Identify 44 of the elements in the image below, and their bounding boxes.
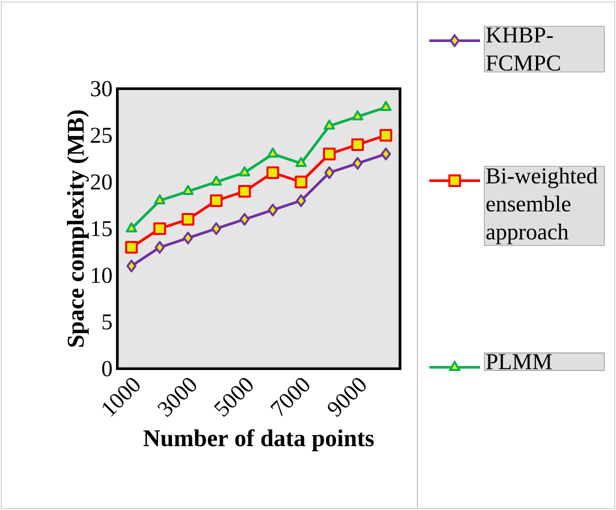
y-tick-label: 20 [90, 174, 112, 190]
point [294, 176, 308, 188]
y-tick-label: 15 [92, 221, 112, 236]
y-tick-label: 30 [91, 81, 112, 96]
legend-label: KHBP-FCMPC [486, 28, 560, 71]
legend-label: PLMM [486, 354, 552, 370]
point [182, 213, 194, 226]
point [210, 194, 223, 207]
point [126, 222, 138, 232]
point [154, 241, 165, 254]
point [380, 100, 392, 111]
point [238, 166, 250, 176]
point [351, 138, 364, 151]
point [154, 194, 166, 204]
point [296, 194, 306, 207]
point [183, 232, 194, 244]
point [380, 128, 392, 142]
y-tick-label: 10 [92, 268, 112, 283]
x-tick-label: 1000 [102, 378, 140, 417]
point [324, 120, 335, 130]
point [323, 148, 336, 160]
point [266, 166, 280, 179]
point [125, 241, 138, 254]
point [211, 222, 222, 235]
point [324, 166, 334, 179]
legend-label: Bi-weighted ensemble approach [486, 168, 598, 244]
point [126, 260, 136, 272]
y-tick-label: 0 [102, 361, 112, 376]
point [240, 213, 250, 226]
point [352, 156, 363, 170]
y-tick-label: 25 [90, 128, 112, 143]
point [182, 184, 194, 195]
point [210, 176, 222, 186]
point [238, 184, 251, 198]
x-axis-title: Number of data points [143, 429, 374, 452]
point [267, 148, 278, 158]
point [380, 148, 391, 160]
point [295, 156, 307, 167]
point [153, 222, 166, 235]
x-tick-label: 7000 [270, 378, 310, 416]
point [352, 110, 364, 120]
point [268, 204, 278, 216]
y-axis-title: Space complexity (MB) [66, 110, 89, 347]
y-tick-label: 5 [102, 314, 112, 330]
